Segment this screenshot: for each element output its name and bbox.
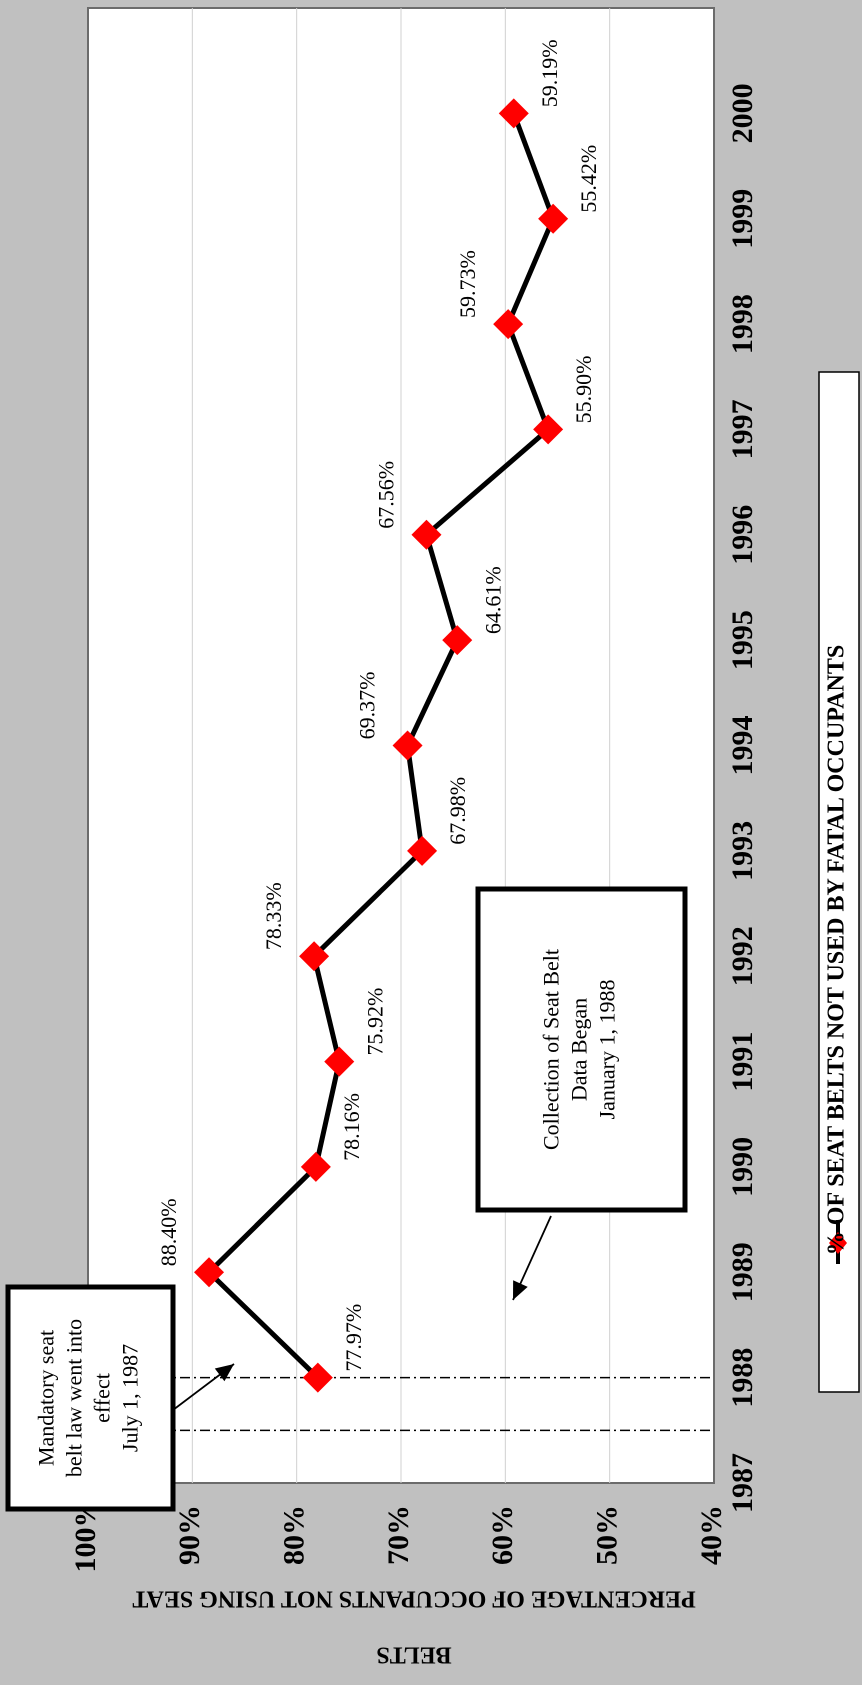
annotation-text: July 1, 1987 — [118, 1344, 143, 1452]
x-tick-labels: 1987 1988 1989 1990 1991 1992 1993 1994 1995 1996… — [726, 83, 759, 1513]
data-point — [302, 1362, 333, 1393]
data-point — [538, 203, 569, 234]
x-tick-label: 1995 — [726, 610, 759, 670]
x-tick-label: 1998 — [726, 294, 759, 354]
data-point — [493, 309, 524, 340]
data-point — [407, 835, 438, 866]
annotation-reference-lines — [160, 1376, 714, 1432]
data-label: 55.42% — [576, 145, 601, 213]
grid-lines — [191, 8, 611, 1483]
arrow-head — [214, 1364, 234, 1382]
annotation-text: January 1, 1988 — [595, 980, 620, 1120]
legend-marker — [829, 1232, 847, 1254]
annotation-text: Data Began — [567, 998, 592, 1101]
annotation-seat-belt-law: Mandatory seat belt law went into effect Ju… — [5, 1284, 235, 1512]
data-point — [300, 1151, 331, 1182]
annotation-text: effect — [90, 1373, 115, 1423]
legend-label: % OF SEAT BELTS NOT USED BY FATAL OCCUPA… — [824, 645, 850, 1255]
data-label: 75.92% — [362, 988, 387, 1056]
x-tick-label: 1987 — [726, 1453, 759, 1513]
data-label: 88.40% — [156, 1198, 181, 1266]
data-point — [392, 730, 423, 761]
y-tick-label: 80% — [278, 1505, 311, 1565]
x-tick-label: 1990 — [726, 1137, 759, 1197]
arrow-head — [513, 1280, 528, 1300]
data-label: 77.97% — [341, 1304, 366, 1372]
annotation-text: belt law went into — [62, 1319, 87, 1477]
y-tick-label: 70% — [382, 1505, 415, 1565]
data-label: 55.90% — [571, 356, 596, 424]
data-point — [324, 1046, 355, 1077]
x-tick-label: 2000 — [726, 83, 759, 143]
y-tick-label: 90% — [173, 1505, 206, 1565]
annotation-box — [475, 886, 688, 1213]
data-label: 69.37% — [355, 672, 380, 740]
data-point — [498, 98, 529, 129]
x-tick-label: 1992 — [726, 926, 759, 986]
legend: % OF SEAT BELTS NOT USED BY FATAL OCCUPA… — [818, 371, 860, 1393]
series: 77.97% 88.40% 78.16% 75.92% 78.33% 67.98% 69.3… — [156, 39, 601, 1393]
data-label: 78.33% — [261, 882, 286, 950]
data-label: 67.98% — [445, 777, 470, 845]
data-point — [299, 941, 330, 972]
x-tick-label: 1991 — [726, 1032, 759, 1092]
y-tick-label: 60% — [486, 1505, 519, 1565]
x-tick-label: 1988 — [726, 1348, 759, 1408]
y-axis-title-line: BELTS — [376, 1641, 451, 1667]
data-point — [442, 625, 473, 656]
data-point — [411, 519, 442, 550]
x-tick-label: 1989 — [726, 1242, 759, 1302]
x-tick-label: 1999 — [726, 189, 759, 249]
y-axis-title-line: PERCENTAGE OF OCCUPANTS NOT USING SEAT — [132, 1585, 695, 1611]
data-label: 64.61% — [480, 566, 505, 634]
x-tick-label: 1996 — [726, 505, 759, 565]
x-tick-label: 1993 — [726, 821, 759, 881]
x-tick-label: 1997 — [726, 399, 759, 459]
y-axis-title: PERCENTAGE OF OCCUPANTS NOT USING SEAT BE… — [132, 1585, 695, 1667]
data-label: 78.16% — [339, 1093, 364, 1161]
annotations: Mandatory seat belt law went into effect Ju… — [5, 886, 688, 1512]
data-label: 59.19% — [537, 39, 562, 107]
annotation-text: Mandatory seat — [34, 1330, 59, 1466]
y-tick-label: 50% — [591, 1505, 624, 1565]
data-label: 59.73% — [455, 250, 480, 318]
y-tick-label: 40% — [695, 1505, 728, 1565]
data-point — [533, 414, 564, 445]
data-label: 67.56% — [374, 461, 399, 529]
annotation-text: Collection of Seat Belt — [539, 949, 564, 1150]
annotation-data-collection: Collection of Seat Belt Data Began January… — [475, 886, 688, 1301]
data-point — [194, 1257, 225, 1288]
annotation-box — [5, 1284, 176, 1512]
x-tick-label: 1994 — [726, 716, 759, 776]
